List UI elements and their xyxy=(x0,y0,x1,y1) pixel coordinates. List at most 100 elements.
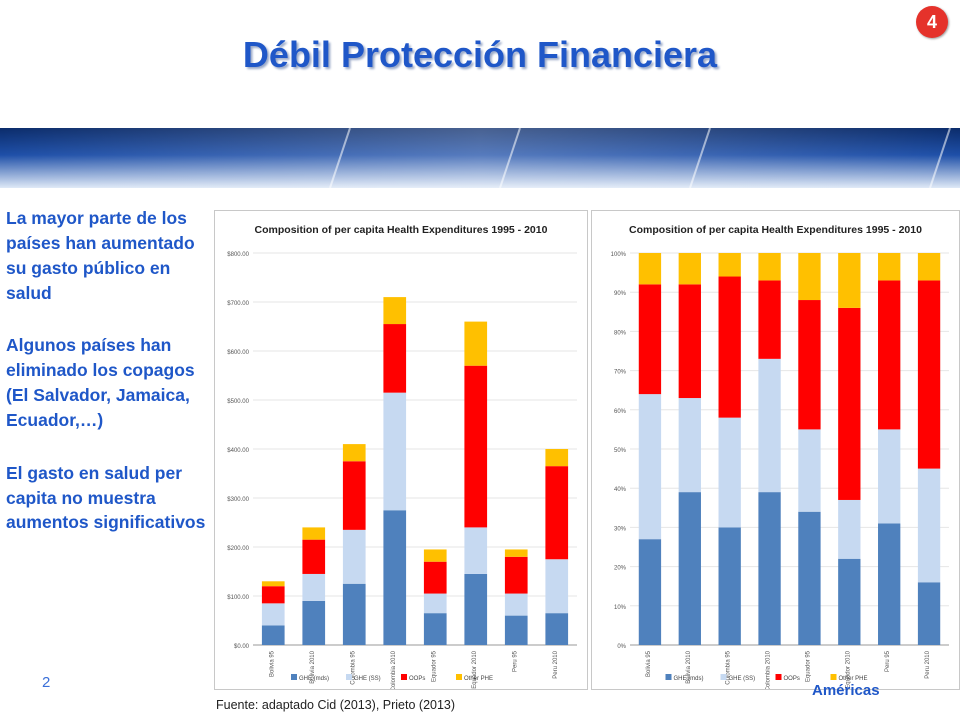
bar-segment xyxy=(383,324,407,393)
x-tick-label: Equador 95 xyxy=(431,650,437,682)
bullet-item: Algunos países han eliminado los copagos… xyxy=(6,335,195,430)
legend-swatch xyxy=(346,674,352,680)
chart-absolute-panel: Composition of per capita Health Expendi… xyxy=(214,210,588,690)
chart-percent-panel: Composition of per capita Health Expendi… xyxy=(591,210,960,690)
bar-segment xyxy=(302,600,326,645)
header-band xyxy=(0,128,960,188)
x-tick-label: Bolivia 2010 xyxy=(310,650,316,683)
bar-segment xyxy=(758,492,781,645)
legend-label: GHE (mds) xyxy=(674,676,704,682)
chart-absolute: Composition of per capita Health Expendi… xyxy=(227,224,577,689)
y-tick-label: $0.00 xyxy=(234,644,250,650)
bar-segment xyxy=(302,527,326,540)
source-note: Fuente: adaptado Cid (2013), Prieto (201… xyxy=(216,698,456,712)
bar-segment xyxy=(917,280,941,469)
y-tick-label: 60% xyxy=(614,409,627,415)
bar-segment xyxy=(423,561,447,594)
y-tick-label: $400.00 xyxy=(227,448,249,454)
legend-label: Other PHE xyxy=(464,676,493,682)
y-tick-label: $700.00 xyxy=(227,301,249,307)
bar-segment xyxy=(545,449,569,467)
bar-segment xyxy=(638,253,662,285)
y-tick-label: $600.00 xyxy=(227,350,249,356)
bar-segment xyxy=(383,297,407,325)
bar-segment xyxy=(718,527,741,645)
legend-label: GHE (mds) xyxy=(299,676,329,682)
x-tick-label: Bolivia 2010 xyxy=(686,650,692,683)
bar-segment xyxy=(261,581,285,587)
bar-segment xyxy=(838,558,861,645)
x-tick-label: Peru 2010 xyxy=(553,650,559,678)
legend-swatch xyxy=(720,674,727,680)
legend-swatch xyxy=(775,674,782,680)
y-tick-label: 20% xyxy=(614,566,627,572)
y-tick-label: 40% xyxy=(614,487,627,493)
x-tick-label: Peru 2010 xyxy=(925,650,931,678)
bar-segment xyxy=(261,586,285,604)
y-tick-label: $500.00 xyxy=(227,399,249,405)
bar-segment xyxy=(798,429,821,512)
bar-segment xyxy=(718,253,741,277)
bar-segment xyxy=(638,394,662,540)
legend-label: GHE (SS) xyxy=(354,676,381,682)
bar-segment xyxy=(423,549,447,562)
bar-segment xyxy=(261,625,285,645)
x-tick-label: Peru 95 xyxy=(512,650,518,672)
bar-segment xyxy=(464,573,488,645)
bar-segment xyxy=(878,253,901,281)
y-tick-label: 50% xyxy=(614,448,627,454)
x-tick-label: Equador 2010 xyxy=(472,650,478,688)
bar-segment xyxy=(423,593,447,614)
y-tick-label: $300.00 xyxy=(227,497,249,503)
x-tick-label: Equador 2010 xyxy=(845,650,851,688)
y-tick-label: 0% xyxy=(617,644,626,650)
bar-segment xyxy=(342,583,366,645)
legend-swatch xyxy=(291,674,297,680)
page-number-badge: 4 xyxy=(916,6,948,38)
bullet-item: El gasto en salud per capita no muestra … xyxy=(6,462,206,533)
bar-segment xyxy=(878,523,901,645)
bar-segment xyxy=(917,582,941,645)
organization-logo: Américas xyxy=(812,682,880,699)
legend-swatch xyxy=(830,674,837,680)
bar-segment xyxy=(504,593,528,616)
x-tick-label: Equador 95 xyxy=(805,650,811,682)
bar-segment xyxy=(758,253,781,281)
legend-swatch xyxy=(665,674,672,680)
y-tick-label: 70% xyxy=(614,370,627,376)
bar-segment xyxy=(342,529,366,584)
x-tick-label: Colombia 2010 xyxy=(766,650,772,689)
bar-segment xyxy=(838,499,861,559)
slide-title: Débil Protección Financiera xyxy=(242,34,718,75)
bar-segment xyxy=(504,615,528,645)
slide-number: 2 xyxy=(42,674,51,691)
bar-segment xyxy=(798,511,821,645)
x-tick-label: Bolivia 95 xyxy=(646,650,652,677)
y-tick-label: $100.00 xyxy=(227,595,249,601)
bar-segment xyxy=(798,300,821,430)
bar-segment xyxy=(464,321,488,366)
bar-segment xyxy=(798,253,821,301)
bar-segment xyxy=(504,556,528,594)
bar-segment xyxy=(383,510,407,645)
bar-segment xyxy=(718,417,741,528)
chart-title: Composition of per capita Health Expendi… xyxy=(629,224,922,236)
bar-segment xyxy=(638,284,662,395)
legend-label: Other PHE xyxy=(839,676,868,682)
bar-segment xyxy=(838,253,861,308)
bar-segment xyxy=(838,307,861,500)
bar-segment xyxy=(758,358,781,493)
y-tick-label: 80% xyxy=(614,330,627,336)
y-tick-label: 10% xyxy=(614,605,627,611)
bar-segment xyxy=(383,392,407,511)
bar-segment xyxy=(678,253,701,285)
bar-segment xyxy=(302,539,326,574)
legend-swatch xyxy=(401,674,407,680)
bar-segment xyxy=(638,539,662,645)
bar-segment xyxy=(545,559,569,614)
bar-segment xyxy=(917,468,941,583)
bar-segment xyxy=(678,398,701,493)
bar-segment xyxy=(504,549,528,557)
bar-segment xyxy=(342,444,366,462)
bar-segment xyxy=(464,527,488,574)
